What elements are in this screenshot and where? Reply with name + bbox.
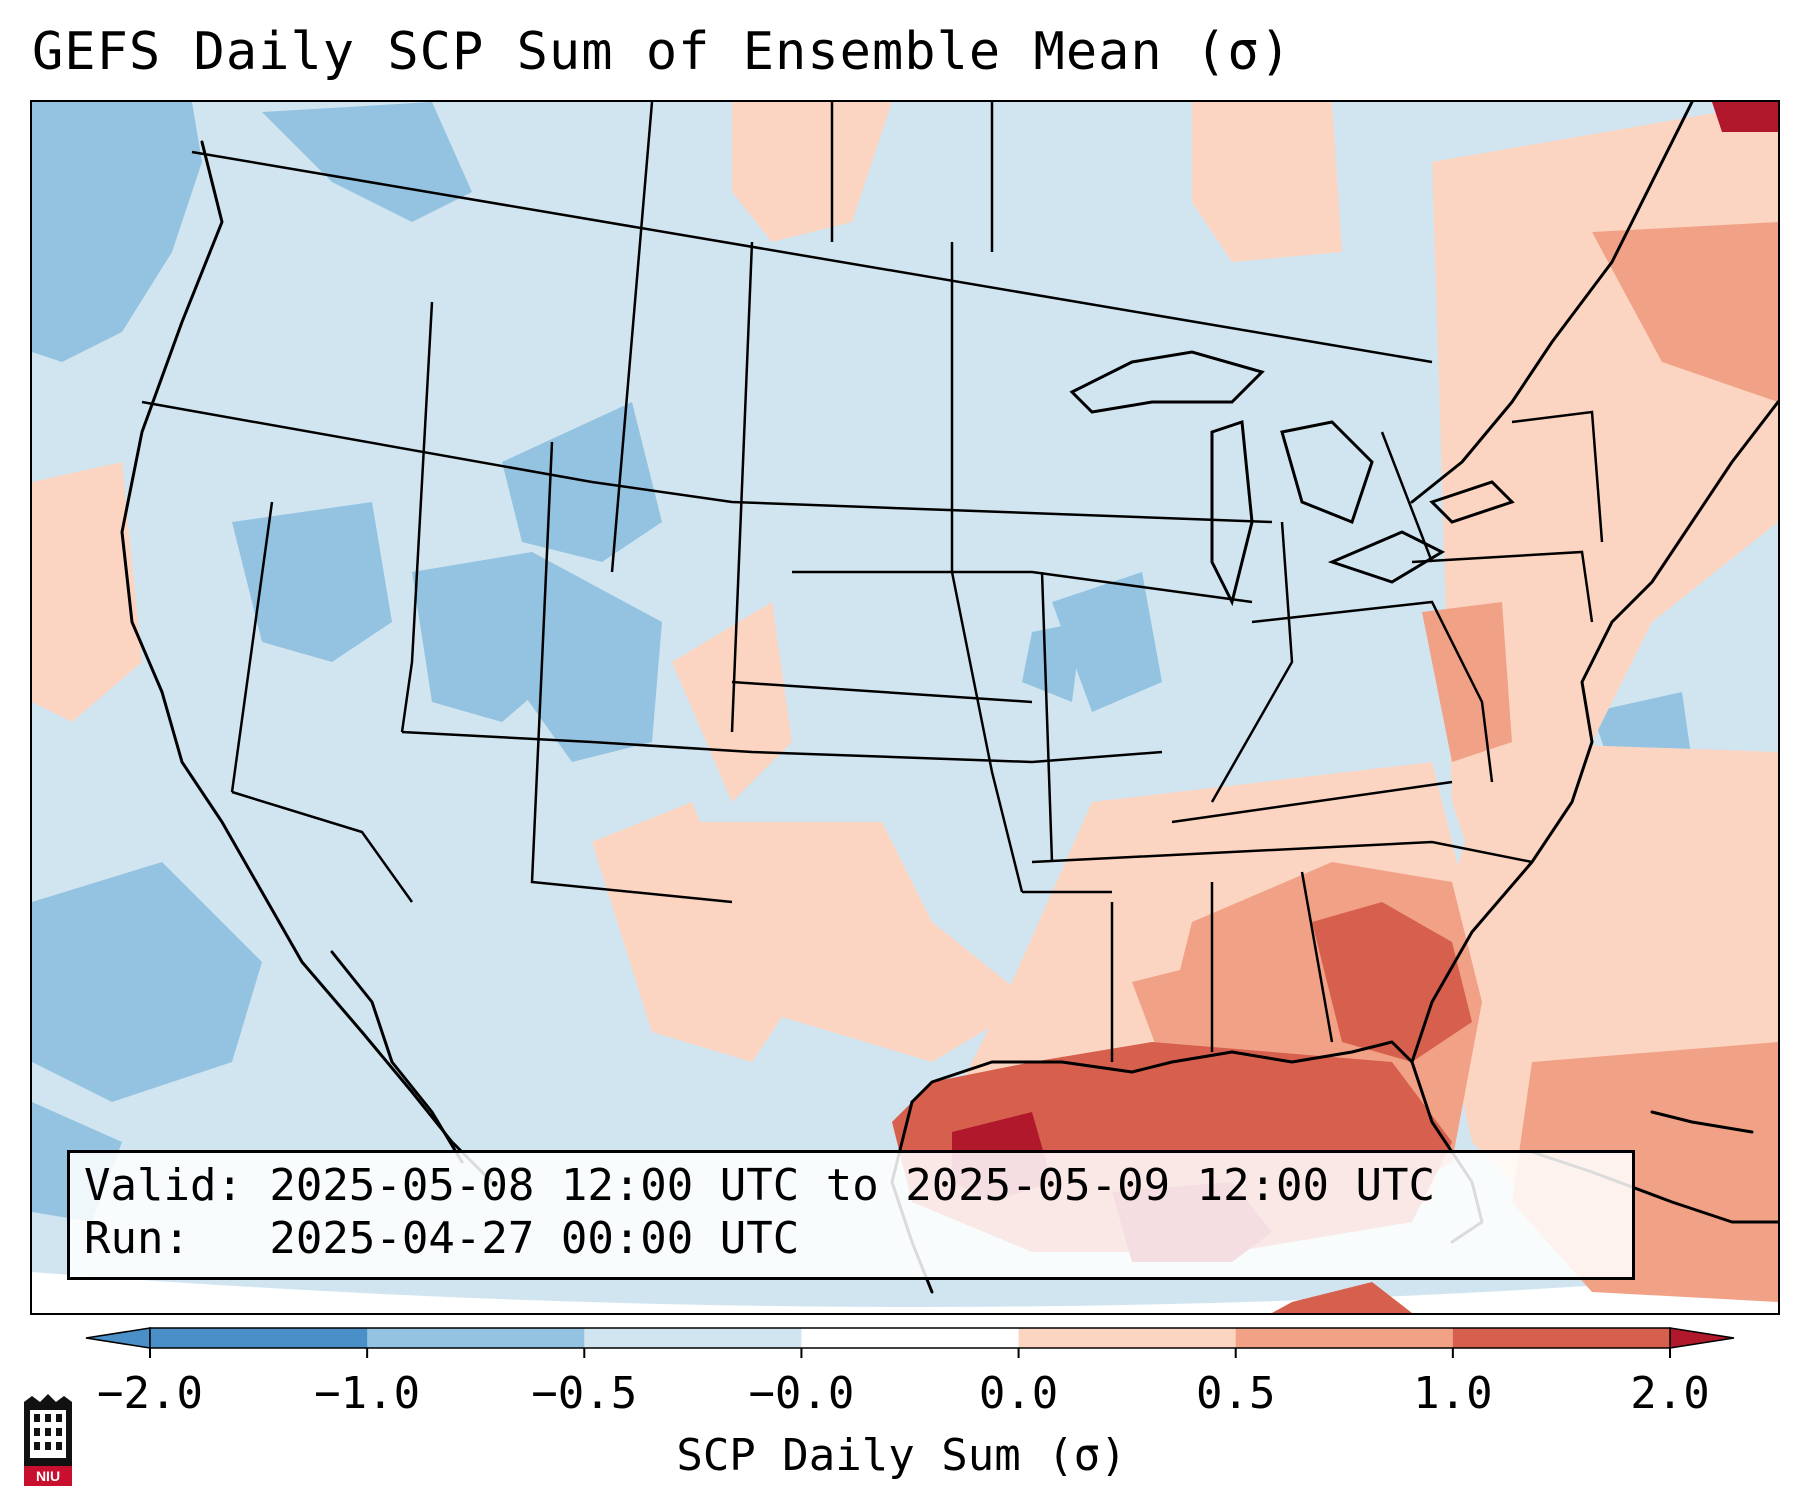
valid-time-text: Valid: 2025-05-08 12:00 UTC to 2025-05-0… (84, 1160, 1436, 1211)
colorbar (85, 1327, 1735, 1358)
colorbar-tick-label: 0.0 (978, 1368, 1059, 1419)
colorbar-tick-label: 1.0 (1413, 1368, 1493, 1419)
colorbar-tick-label: −0.5 (531, 1368, 638, 1419)
colorbar-frame (149, 1327, 1671, 1349)
colorbar-tick-label: −0.0 (748, 1368, 855, 1419)
map-panel (30, 100, 1780, 1315)
colorbar-segment (1452, 1328, 1671, 1348)
colorbar-extend-high (1669, 1327, 1735, 1349)
scp-map (32, 102, 1778, 1313)
svg-text:NIU: NIU (36, 1468, 60, 1484)
colorbar-segment (367, 1328, 585, 1348)
state-borders (141, 102, 1604, 1062)
colorbar-tick-label: 0.5 (1195, 1368, 1276, 1419)
colorbar-segment (584, 1328, 802, 1348)
colorbar-tick-label: 2.0 (1630, 1368, 1710, 1419)
validity-info-box: Valid: 2025-05-08 12:00 UTC to 2025-05-0… (67, 1150, 1635, 1280)
run-time-text: Run: 2025-04-27 00:00 UTC (84, 1213, 800, 1264)
colorbar-label: SCP Daily Sum (σ) (676, 1430, 1127, 1481)
colorbar-tick-label: −1.0 (314, 1368, 421, 1419)
great-lakes (1069, 350, 1515, 607)
chart-title: GEFS Daily SCP Sum of Ensemble Mean (σ) (32, 22, 1292, 82)
colorbar-extend-low (85, 1327, 151, 1349)
colorbar-segment (1235, 1328, 1454, 1348)
colorbar-segment (801, 1328, 1020, 1348)
colorbar-segment (150, 1328, 368, 1348)
negative-anomaly-regions (32, 102, 1692, 1222)
colorbar-segment (1018, 1328, 1237, 1348)
coastlines (120, 102, 1778, 1294)
niu-logo: NIU (24, 1394, 72, 1486)
colorbar-tick-label: −2.0 (97, 1368, 203, 1419)
